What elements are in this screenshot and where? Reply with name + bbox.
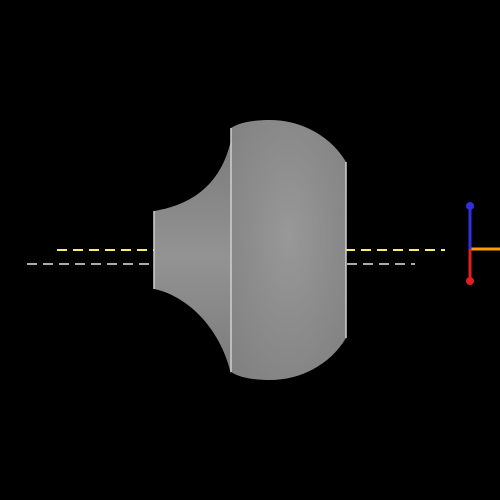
y-axis-handle[interactable] [466, 202, 474, 210]
model-neck-flare[interactable] [154, 140, 231, 374]
xyz-axis-gizmo-icon[interactable] [466, 202, 500, 285]
z-axis-handle[interactable] [466, 277, 474, 285]
model-body[interactable] [231, 120, 346, 380]
